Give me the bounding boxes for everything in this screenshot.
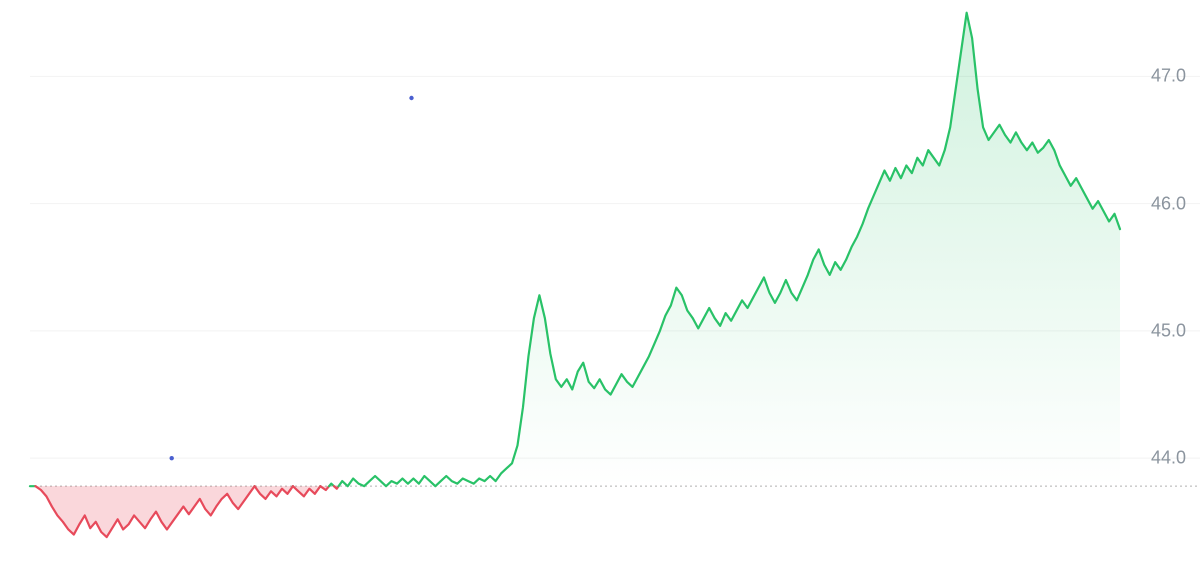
y-tick-label: 45.0 [1151, 320, 1186, 341]
price-chart[interactable]: 44.0 45.0 46.0 47.0 [0, 0, 1200, 561]
chart-canvas [0, 0, 1200, 561]
y-tick-label: 47.0 [1151, 66, 1186, 87]
y-tick-label: 44.0 [1151, 448, 1186, 469]
y-tick-label: 46.0 [1151, 193, 1186, 214]
